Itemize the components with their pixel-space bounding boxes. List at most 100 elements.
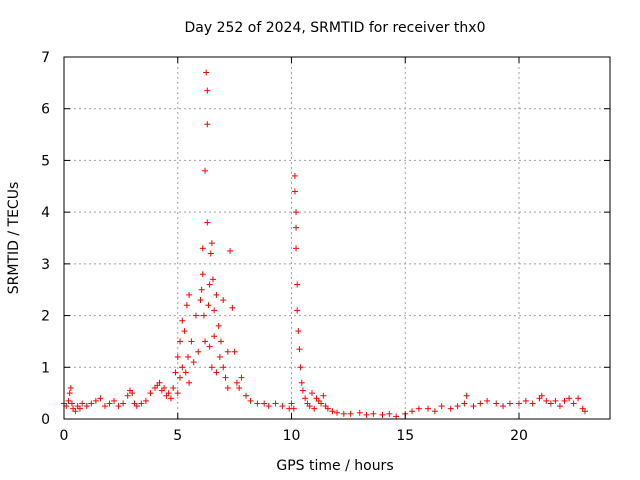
data-point: [302, 395, 309, 402]
data-point: [538, 392, 545, 399]
data-point: [142, 397, 149, 404]
data-point: [265, 403, 272, 410]
data-point: [68, 400, 75, 407]
data-point: [220, 364, 227, 371]
data-point: [206, 281, 213, 288]
data-point: [522, 397, 529, 404]
data-point: [115, 403, 122, 410]
data-point: [311, 405, 318, 412]
data-point: [138, 400, 145, 407]
data-point: [200, 312, 207, 319]
data-point: [202, 338, 209, 345]
data-point: [318, 400, 325, 407]
x-tick-label: 0: [60, 428, 69, 444]
chart-title: Day 252 of 2024, SRMTID for receiver thx…: [185, 20, 486, 36]
data-point: [425, 405, 431, 412]
data-point: [386, 410, 393, 417]
data-point: [208, 240, 215, 247]
data-point: [308, 390, 315, 397]
data-point: [356, 409, 363, 416]
data-point: [204, 87, 211, 94]
data-point: [272, 400, 279, 407]
data-point: [72, 408, 79, 415]
data-point: [211, 333, 218, 340]
data-point: [431, 408, 438, 415]
data-point: [204, 219, 211, 226]
data-point: [101, 403, 108, 410]
data-point: [552, 397, 559, 404]
data-point: [203, 69, 210, 76]
data-point: [165, 390, 172, 397]
data-point: [88, 400, 95, 407]
data-point: [293, 245, 300, 252]
data-point: [213, 369, 220, 376]
data-point: [213, 291, 220, 298]
data-point: [215, 322, 222, 329]
data-point: [363, 411, 370, 418]
data-point: [106, 400, 113, 407]
data-point: [293, 224, 300, 231]
data-point: [243, 392, 249, 399]
data-point: [210, 276, 217, 283]
data-point: [222, 374, 229, 381]
data-point: [220, 297, 227, 304]
data-point: [279, 403, 286, 410]
data-point: [393, 413, 400, 420]
data-point: [298, 379, 305, 386]
data-point: [65, 397, 72, 404]
data-point: [470, 403, 477, 410]
data-point: [211, 307, 218, 314]
y-tick-label: 3: [41, 257, 50, 273]
data-point: [347, 410, 354, 417]
data-point: [238, 374, 245, 381]
data-point: [566, 395, 573, 402]
x-axis-label: GPS time / hours: [276, 458, 393, 474]
data-point: [288, 400, 295, 407]
data-point: [129, 390, 136, 397]
data-point: [184, 353, 191, 360]
data-point: [67, 384, 74, 391]
data-point: [409, 408, 416, 415]
data-point: [186, 379, 193, 386]
data-point: [290, 405, 297, 412]
data-point: [224, 348, 231, 355]
data-point: [516, 400, 522, 407]
data-point: [379, 411, 386, 418]
data-point: [463, 392, 470, 399]
data-point: [556, 403, 563, 410]
data-point: [181, 328, 188, 335]
data-point: [581, 408, 588, 415]
data-point: [291, 172, 298, 179]
y-tick-label: 5: [41, 153, 50, 169]
data-point: [229, 304, 236, 311]
y-tick-label: 6: [41, 102, 50, 118]
data-point: [205, 302, 212, 309]
data-point: [543, 397, 550, 404]
data-point: [484, 397, 491, 404]
data-point: [415, 405, 422, 412]
data-point: [174, 353, 181, 360]
data-point: [198, 286, 205, 293]
y-tick-label: 1: [41, 360, 50, 376]
y-tick-label: 4: [41, 205, 50, 221]
data-point: [254, 400, 261, 407]
x-tick-label: 15: [396, 428, 414, 444]
data-point: [224, 384, 231, 391]
data-point: [447, 405, 454, 412]
data-point: [202, 167, 209, 174]
data-point: [233, 379, 240, 386]
data-point: [120, 400, 127, 407]
data-point: [461, 400, 468, 407]
data-point: [477, 400, 484, 407]
data-point: [295, 328, 302, 335]
data-point: [294, 307, 301, 314]
data-point: [296, 346, 303, 353]
data-point: [204, 121, 211, 128]
data-point: [370, 410, 377, 417]
data-point: [133, 403, 140, 410]
plot-frame: [63, 56, 611, 420]
data-point: [207, 250, 214, 257]
data-point: [197, 297, 204, 304]
data-point: [216, 353, 223, 360]
